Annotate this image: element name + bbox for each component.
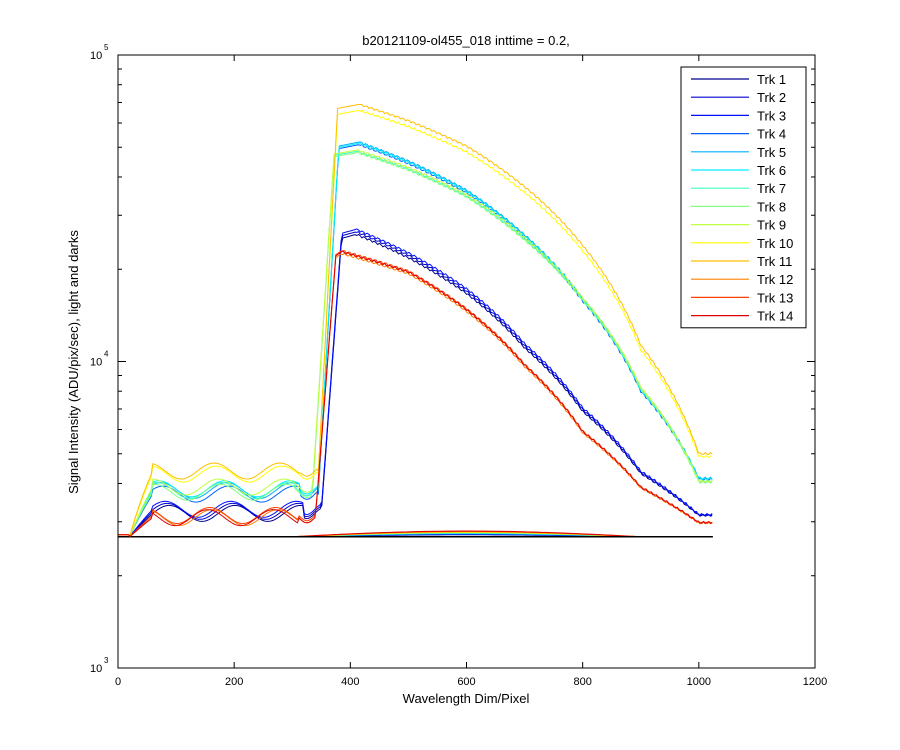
series-line: [118, 151, 713, 537]
legend-entry-label: Trk 14: [757, 309, 793, 324]
x-axis-label: Wavelength Dim/Pixel: [403, 691, 530, 706]
y-tick-label: 10: [90, 357, 102, 369]
y-axis-label: Signal Intensity (ADU/pix/sec), light an…: [66, 230, 81, 494]
series-line: [118, 103, 713, 536]
series-layer: [118, 103, 713, 538]
legend-entry-label: Trk 8: [757, 199, 786, 214]
series-line: [118, 109, 713, 536]
y-tick-exponent: 3: [104, 656, 109, 665]
series-line: [118, 250, 713, 537]
series-line: [118, 228, 713, 537]
legend-entry-label: Trk 12: [757, 272, 793, 287]
legend-entry-label: Trk 13: [757, 290, 793, 305]
x-tick-label: 600: [457, 676, 475, 688]
legend-entry-label: Trk 11: [757, 254, 792, 269]
legend-entry-label: Trk 2: [757, 90, 786, 105]
series-line: [118, 252, 713, 537]
legend-entry-label: Trk 5: [757, 145, 786, 160]
series-line: [118, 142, 713, 536]
y-tick-label: 10: [90, 50, 102, 62]
legend-box: [680, 66, 807, 329]
y-tick-exponent: 5: [104, 43, 109, 52]
x-tick-label: 800: [573, 676, 591, 688]
legend-entry-label: Trk 7: [757, 181, 786, 196]
x-tick-label: 400: [341, 676, 359, 688]
legend-entry-label: Trk 9: [757, 218, 786, 233]
chart-title: b20121109-ol455_018 inttime = 0.2,: [362, 33, 570, 48]
legend-entry-label: Trk 4: [757, 127, 786, 142]
legend-entry-label: Trk 1: [757, 72, 786, 87]
x-tick-label: 1000: [687, 676, 711, 688]
y-tick-exponent: 4: [104, 350, 109, 359]
y-tick-label: 10: [90, 663, 102, 675]
x-tick-label: 0: [115, 676, 121, 688]
series-line: [118, 149, 713, 536]
x-tick-label: 200: [225, 676, 243, 688]
legend-entry-label: Trk 3: [757, 108, 786, 123]
legend-entry-label: Trk 6: [757, 163, 786, 178]
series-line: [118, 233, 713, 537]
legend-entry-label: Trk 10: [757, 236, 793, 251]
legend: Trk 1 Trk 2 Trk 3 Trk 4 Trk 5 Trk 6 Trk 7 Trk 8…: [680, 66, 807, 329]
x-tick-label: 1200: [803, 676, 827, 688]
